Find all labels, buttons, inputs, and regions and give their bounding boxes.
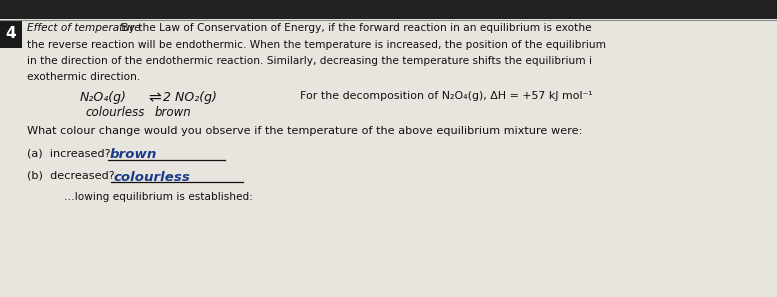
Text: 2 NO₂(g): 2 NO₂(g)	[163, 91, 217, 104]
Text: exothermic direction.: exothermic direction.	[27, 72, 141, 83]
Text: (b)  decreased?: (b) decreased?	[27, 171, 115, 181]
Text: brown: brown	[155, 105, 192, 119]
Text: By the Law of Conservation of Energy, if the forward reaction in an equilibrium : By the Law of Conservation of Energy, if…	[118, 23, 591, 33]
Text: N₂O₄(g): N₂O₄(g)	[80, 91, 127, 104]
Text: ⇌: ⇌	[148, 90, 161, 105]
Text: brown: brown	[110, 148, 158, 162]
Text: colourless: colourless	[113, 171, 190, 184]
Text: What colour change would you observe if the temperature of the above equilibrium: What colour change would you observe if …	[27, 126, 583, 136]
Text: …lowing equilibrium is established:: …lowing equilibrium is established:	[27, 192, 253, 201]
Text: (a)  increased?: (a) increased?	[27, 148, 110, 159]
Text: colourless: colourless	[85, 105, 145, 119]
Text: For the decomposition of N₂O₄(g), ΔH = +57 kJ mol⁻¹: For the decomposition of N₂O₄(g), ΔH = +…	[300, 91, 593, 101]
Text: 4: 4	[5, 26, 16, 42]
Bar	[0, 0, 777, 19]
Text: Effect of temperature: Effect of temperature	[27, 23, 141, 33]
Text: in the direction of the endothermic reaction. Similarly, decreasing the temperat: in the direction of the endothermic reac…	[27, 56, 592, 66]
Text: the reverse reaction will be endothermic. When the temperature is increased, the: the reverse reaction will be endothermic…	[27, 40, 606, 50]
Bar	[0, 20, 22, 48]
